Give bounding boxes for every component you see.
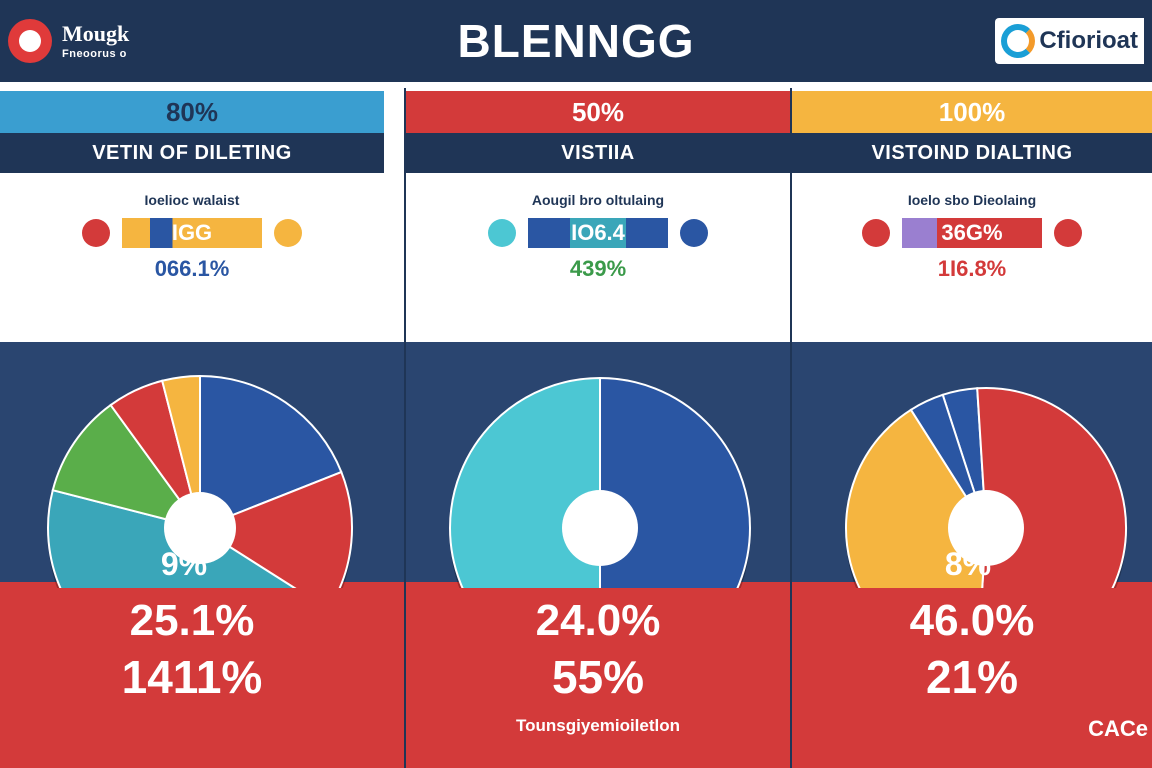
header-divider <box>0 82 1152 88</box>
legend-bar: IGG <box>122 218 262 248</box>
brand-text: Mougk Fneoorus o <box>62 20 130 60</box>
brand-subtitle: Fneoorus o <box>62 47 127 60</box>
pie-chart <box>845 387 1127 588</box>
legend-dot-red <box>862 219 890 247</box>
pie-slice-1 <box>599 376 751 588</box>
panel-title: 100% <box>792 91 1152 133</box>
pie-slice-6 <box>160 374 201 529</box>
panel-3: 100% VISTOIND DIALTING Ioelo sbo Dieolai… <box>792 88 1152 768</box>
pie-slice-4 <box>51 403 203 530</box>
legend-bar-label: IGG <box>171 220 213 245</box>
panel-1: 80% VETIN OF DILETING Ioelioc walaist IG… <box>0 88 384 768</box>
legend-row: 36G% <box>792 218 1152 248</box>
pie-center-hole <box>562 490 638 566</box>
pie-slice-4 <box>909 393 987 529</box>
legend-dot-yellow <box>274 219 302 247</box>
brand-left: Mougk Fneoorus o <box>8 14 129 68</box>
footer-note: Tounsgiyemioiletlon <box>515 716 681 735</box>
pie-slice-2 <box>449 376 601 588</box>
stat-primary: 46.0% <box>909 596 1035 645</box>
stat-secondary: 55% <box>551 651 645 703</box>
stat-primary: 25.1% <box>129 596 255 645</box>
legend-title: Aougil bro oltulaing <box>531 192 665 208</box>
slice-label: 9% <box>160 546 208 582</box>
brand-right: Cfiorioat <box>995 18 1144 64</box>
pie-slice-2 <box>197 470 353 588</box>
legend-bar-label: 36G% <box>941 220 1003 245</box>
panel-divider <box>404 88 406 768</box>
stat-primary: 24.0% <box>535 596 661 645</box>
legend-value: 1I6.8% <box>937 256 1007 281</box>
legend-dot-blue <box>680 219 708 247</box>
page-title: BLENNGG <box>457 15 695 67</box>
legend-value: 066.1% <box>154 256 230 281</box>
panel-title: 50% <box>406 91 790 133</box>
pie-chart <box>449 376 751 588</box>
legend-bar-label: IO6.4 <box>571 220 625 245</box>
stat-secondary: 1411% <box>121 651 263 703</box>
panel-subtitle: VETIN OF DILETING <box>0 133 384 173</box>
legend-value: 439% <box>569 256 627 281</box>
swirl-logo-icon <box>1001 24 1036 58</box>
pie-slice-3 <box>845 408 988 588</box>
legend-title: Ioelioc walaist <box>144 192 240 208</box>
legend-title: Ioelo sbo Dieolaing <box>907 192 1037 208</box>
panel-2: 50% VISTIIA Aougil bro oltulaing IO6.4 4… <box>406 88 790 768</box>
brand-right-name: Cfiorioat <box>1039 27 1138 54</box>
ring-logo-icon <box>8 19 52 63</box>
panel-subtitle: VISTIIA <box>406 133 790 173</box>
header-bar <box>0 0 1152 82</box>
brand-name: Mougk <box>62 20 130 46</box>
legend-bar: IO6.4 <box>528 218 668 248</box>
legend-bar: 36G% <box>902 218 1042 248</box>
panel-divider <box>790 88 792 768</box>
legend-row: IO6.4 <box>406 218 790 248</box>
stat-secondary: 21% <box>925 651 1019 703</box>
legend-dot-cyan <box>488 219 516 247</box>
pie-chart <box>47 374 353 588</box>
footer-logo: CACe <box>1088 716 1148 741</box>
bottom-band <box>0 582 1152 768</box>
slice-label: 8% <box>944 546 992 582</box>
legend-dot-red <box>82 219 110 247</box>
pie-center-hole <box>164 492 236 564</box>
pie-slice-1 <box>199 374 343 530</box>
panel-subtitle: VISTOIND DIALTING <box>792 133 1152 173</box>
legend-row: IGG <box>0 218 384 248</box>
panel-title: 80% <box>0 91 384 133</box>
pie-center-hole <box>948 490 1024 566</box>
legend-dot-red <box>1054 219 1082 247</box>
